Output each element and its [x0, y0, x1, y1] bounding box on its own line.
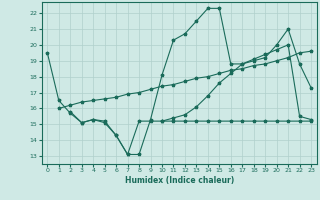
X-axis label: Humidex (Indice chaleur): Humidex (Indice chaleur)	[124, 176, 234, 185]
